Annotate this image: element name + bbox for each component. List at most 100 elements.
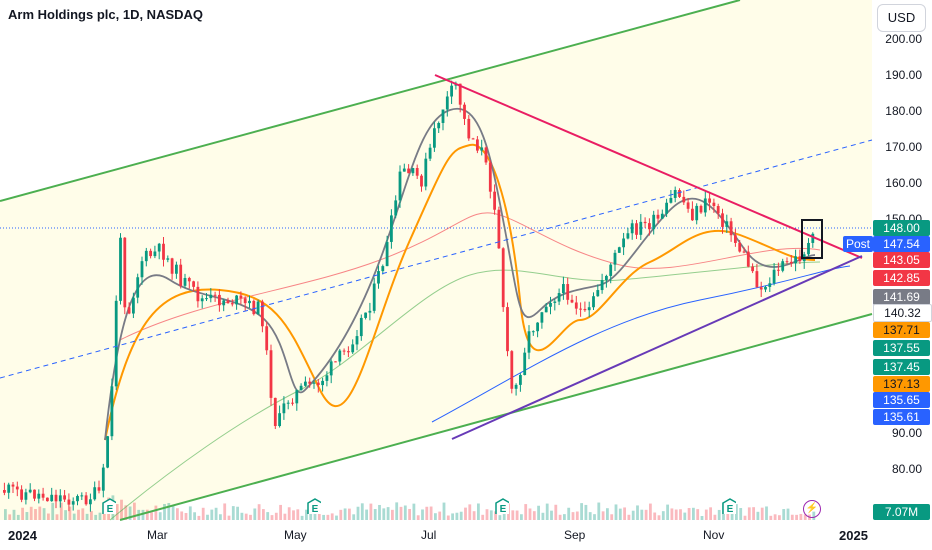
candle-body [592,296,595,308]
price-badge: 140.32 [873,304,932,322]
candle-body [170,258,174,274]
candle-body [89,499,92,505]
earnings-icon[interactable]: E [495,498,509,514]
volume-bar [520,514,523,520]
price-badge: 137.45 [873,359,930,375]
volume-bar [188,506,192,520]
volume-bar [550,510,553,520]
volume-bar [790,514,794,520]
volume-bar [214,507,218,520]
price-badge: 147.54 [873,236,930,252]
candle-body [46,497,49,502]
candle-body [312,382,316,384]
earnings-icon[interactable]: E [722,498,736,514]
channel-fill [0,0,872,520]
volume-bar [158,512,162,520]
volume-bar [133,502,136,520]
volume-bar [472,511,476,520]
candle-body [101,467,105,491]
volume-bar [59,502,63,520]
volume-bar [47,513,50,520]
volume-bar [141,509,145,520]
volume-bar [515,510,519,520]
time-tick-label: 2024 [8,528,37,543]
volume-bar [455,512,459,520]
candle-body [445,96,449,110]
volume-bar [279,504,282,520]
candle-body [669,197,673,203]
volume-bar [782,509,786,520]
volume-bar [726,513,730,520]
candle-body [420,175,423,187]
volume-bar [563,514,566,520]
candle-body [738,242,742,252]
candle-body [166,258,170,260]
candle-body [41,493,45,498]
candle-body [721,213,724,227]
candle-body [398,171,402,201]
earnings-icon[interactable]: E [102,498,116,514]
candle-body [28,489,32,493]
volume-bar [687,508,691,520]
volume-bar [145,509,149,520]
candle-body [514,384,518,389]
time-tick-label: 2025 [839,528,868,543]
volume-bar [442,502,446,520]
volume-bar [51,502,55,520]
candle-body [67,499,71,505]
candle-body [557,293,561,302]
ma-200-line [431,265,851,423]
candle-body [162,243,165,260]
highlight-box [801,219,823,259]
candle-body [471,138,475,140]
volume-bar [739,508,743,520]
earnings-icon[interactable]: E [307,498,321,514]
candle-body [415,168,419,176]
volume-bar [292,510,295,520]
volume-bar [4,509,7,520]
time-tick-label: May [284,528,307,542]
candle-body [764,286,767,290]
volume-bar [696,509,700,520]
volume-bar [296,509,300,520]
volume-bar [274,512,278,520]
candle-body [553,301,557,303]
candle-body [106,436,109,468]
volume-bar [489,510,493,520]
candle-body [506,307,509,352]
dividend-icon[interactable]: ⚡ [803,500,821,518]
candle-body [248,300,251,304]
volume-bar [231,506,235,520]
volume-bar [614,504,618,520]
candle-body [123,237,127,308]
candle-body [746,251,750,267]
volume-bar [163,503,166,520]
volume-bar [55,514,59,520]
volume-bar [64,510,67,520]
candle-body [708,198,711,203]
volume-bar [180,511,184,520]
candle-body [252,300,256,315]
price-tick-label: 80.00 [891,462,922,476]
candle-body [562,284,565,294]
volume-bar [747,507,751,520]
volume-bar [8,514,12,520]
volume-bar [713,514,717,520]
volume-bar [434,513,437,520]
price-tick-label: 170.00 [885,140,922,154]
candle-body [265,326,269,351]
volume-bar [356,506,360,520]
currency-button[interactable]: USD [877,4,926,32]
volume-bar [68,506,72,520]
candle-body [390,215,393,242]
price-badge: 142.85 [873,270,930,286]
candle-body [11,484,15,487]
volume-bar [446,515,450,520]
volume-bar [128,506,132,520]
price-tick-label: 200.00 [885,32,922,46]
volume-bar [649,503,652,520]
volume-bar [468,504,472,520]
candle-body [695,205,699,221]
volume-bar [421,509,424,520]
